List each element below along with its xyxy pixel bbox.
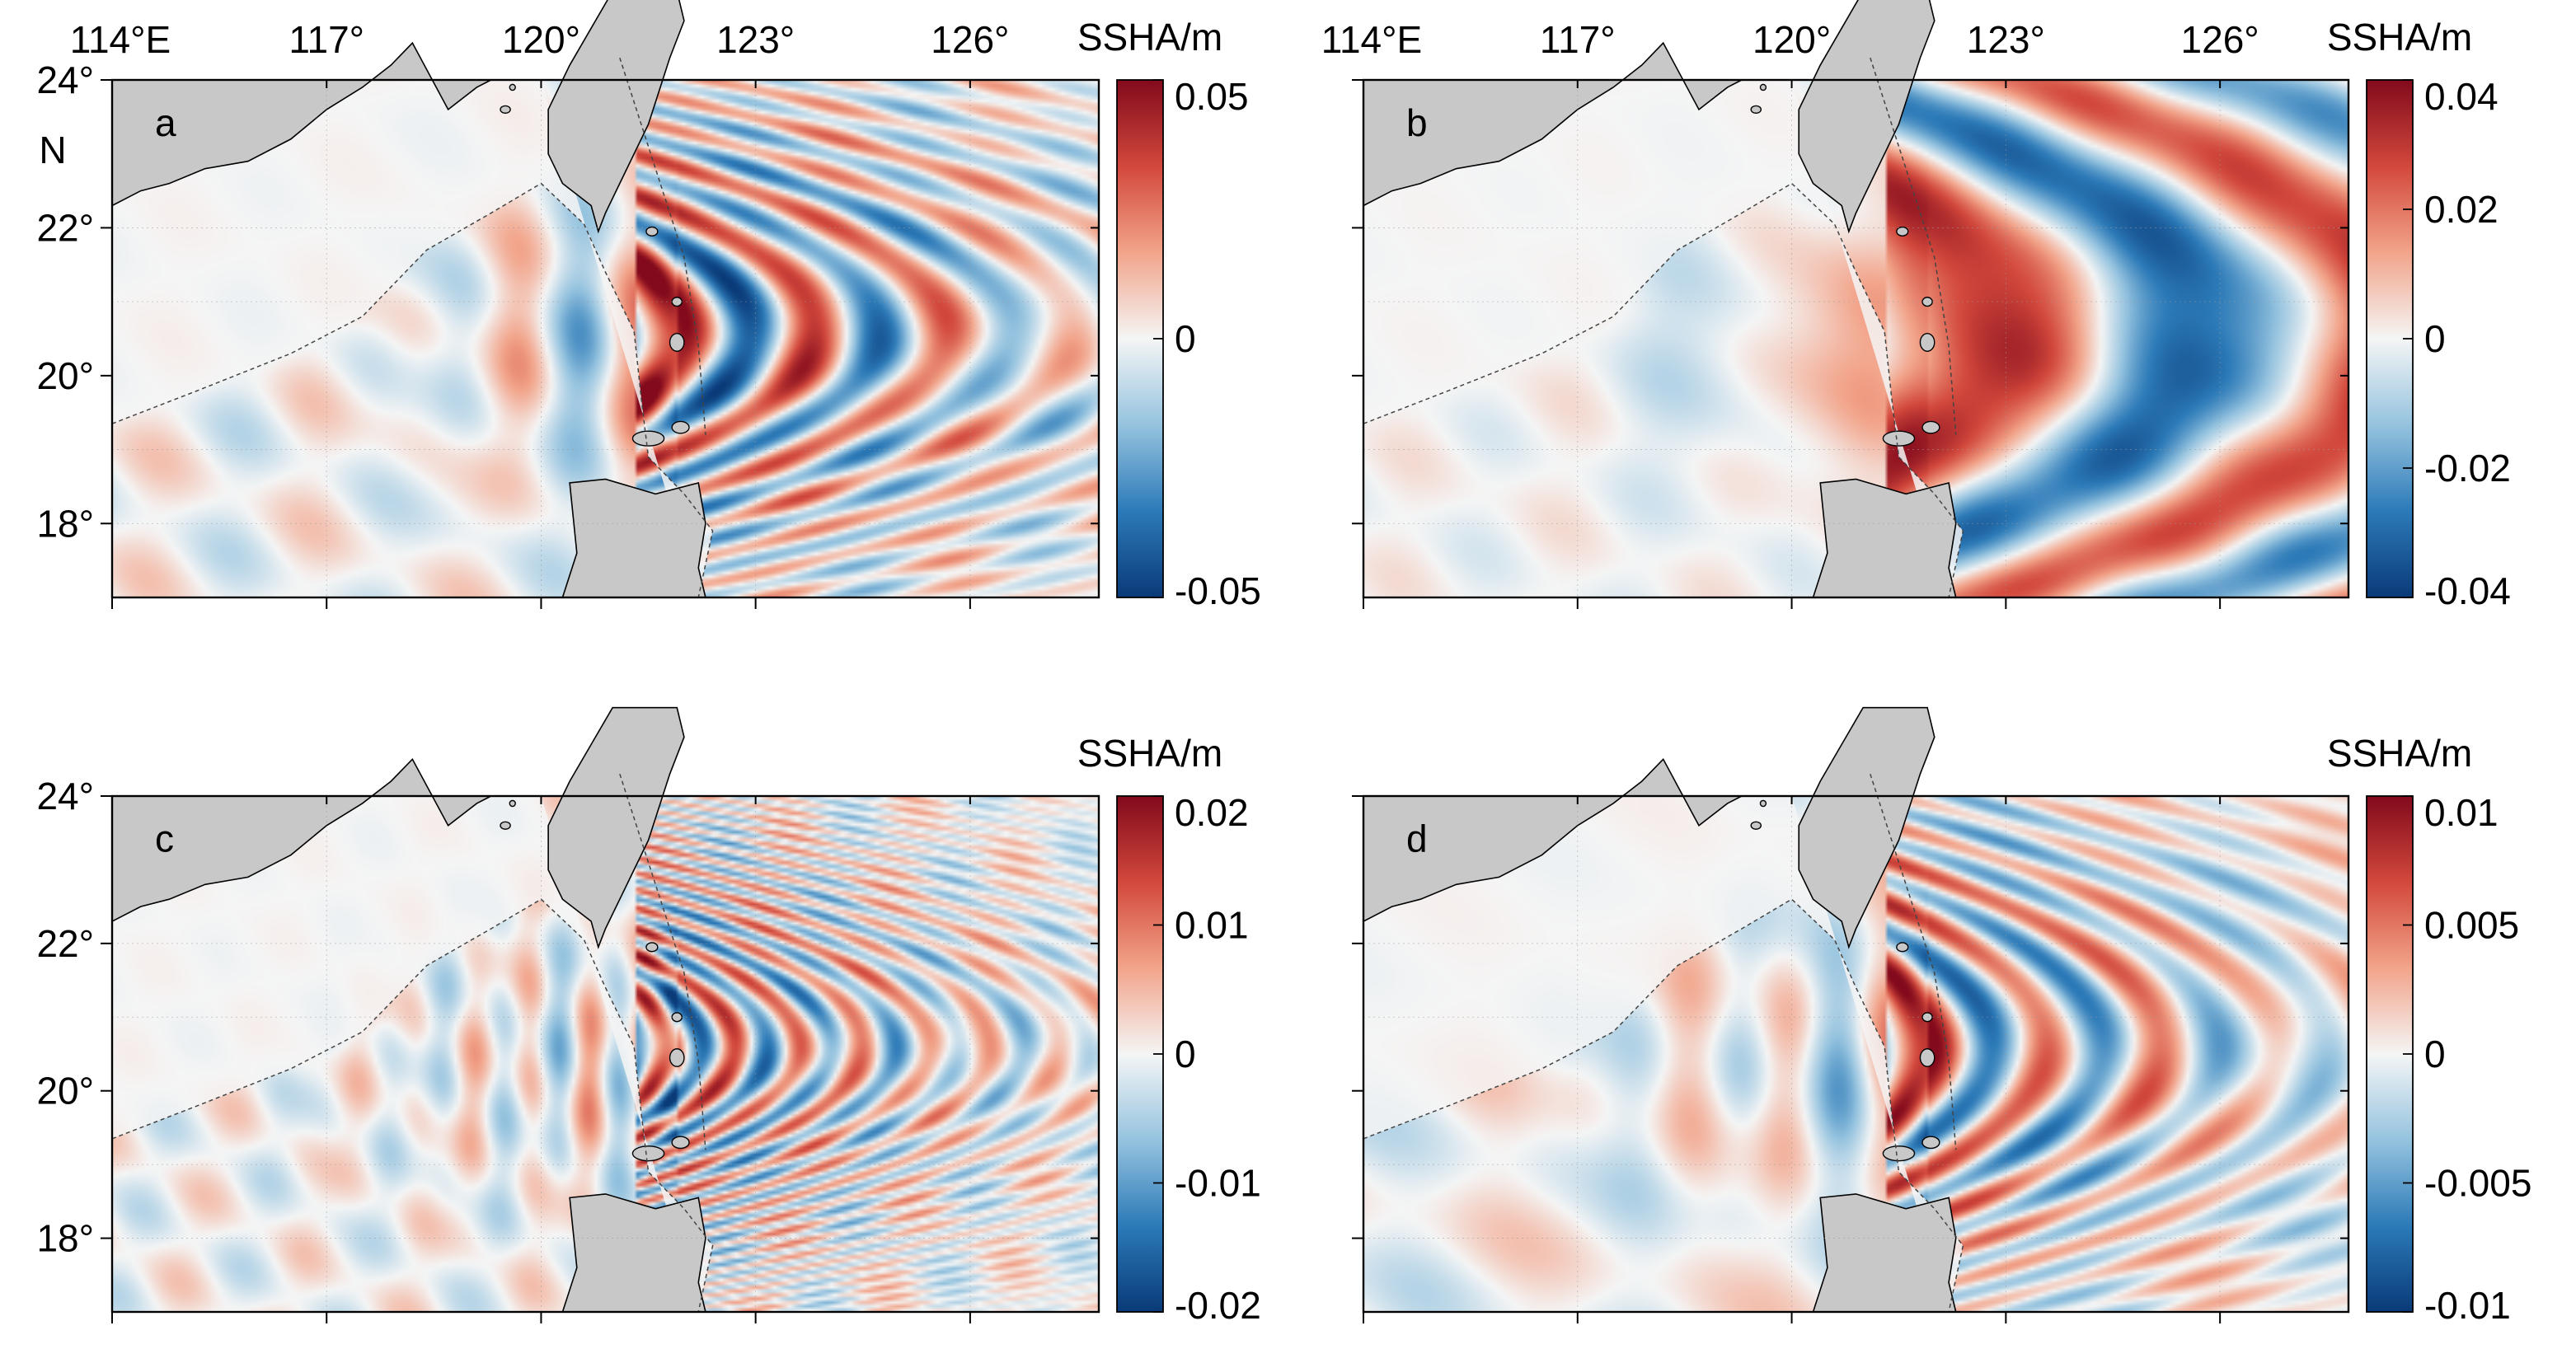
lon-label: 114°E	[70, 18, 171, 61]
colorbar-unit-label: SSHA/m	[1077, 732, 1222, 775]
isobath-contour	[1870, 773, 1957, 1150]
land-luzon	[561, 478, 706, 598]
island-2	[669, 333, 685, 352]
island-2	[1919, 1048, 1936, 1067]
island-0	[631, 1145, 665, 1162]
colorbar-label: 0.02	[1175, 791, 1249, 834]
lon-label: 120°	[1753, 18, 1831, 61]
island-4	[645, 226, 659, 237]
colorbar-label: -0.01	[2424, 1284, 2511, 1327]
colorbar-label: -0.02	[2424, 447, 2511, 489]
colorbar-unit-label: SSHA/m	[2327, 16, 2472, 59]
shelf-calm-sea	[1363, 80, 1964, 597]
lat-label: 20°	[36, 354, 94, 397]
island-2	[669, 1048, 685, 1067]
lat-label: 18°	[36, 1217, 94, 1260]
panel-letter: a	[155, 101, 176, 144]
island-2	[1919, 333, 1936, 352]
map-panel-c: 24° 22° 20° 18° c 0.02 0.01 0 -0.01 -0.02 SSHA/m	[36, 706, 1261, 1327]
land-luzon	[1812, 478, 1957, 598]
island-0	[1882, 1145, 1916, 1162]
island-1	[671, 1136, 690, 1150]
lon-label: 126°	[2181, 18, 2259, 61]
lon-label: 117°	[289, 18, 364, 61]
isobath-contour	[1363, 898, 1964, 1313]
shelf-calm-sea	[112, 796, 713, 1312]
lon-label: 126°	[931, 18, 1009, 61]
colorbar-label: 0.05	[1175, 75, 1249, 118]
colorbar-label: -0.04	[2424, 569, 2511, 612]
land-luzon	[561, 1193, 706, 1313]
isobath-contour	[619, 57, 706, 435]
map-frame	[110, 794, 1100, 1314]
colorbar-label: 0	[1175, 1033, 1196, 1075]
map-frame	[1362, 78, 2350, 599]
colorbar-label: 0.04	[2424, 75, 2499, 118]
land-china-coast	[1363, 41, 1743, 207]
map-panel-d: d 0.01 0.005 0 -0.005 -0.01 SSHA/m	[1352, 706, 2531, 1327]
colorbar-label: -0.02	[1175, 1284, 1261, 1327]
lat-unit-label: N	[39, 129, 66, 171]
island-4	[1896, 226, 1909, 237]
colorbar-label: -0.005	[2424, 1162, 2531, 1205]
land-china-coast	[1363, 757, 1743, 923]
lon-label: 123°	[1967, 18, 2045, 61]
island-4	[1896, 942, 1909, 953]
map-frame	[1362, 794, 2350, 1314]
lon-label: 123°	[716, 18, 795, 61]
lon-label: 114°E	[1321, 18, 1422, 61]
colorbar-label: -0.01	[1175, 1162, 1261, 1205]
island-6	[509, 799, 516, 808]
colorbar-label: 0	[2424, 1033, 2446, 1075]
island-5	[500, 105, 511, 115]
map-panel-a: 114°E 117° 120° 123° 126° 24° 22° 20° 18° Na 0.05 0…	[36, 0, 1261, 612]
island-5	[1750, 821, 1762, 830]
island-0	[631, 430, 665, 447]
isobath-contour	[1363, 182, 1964, 598]
panel-letter: b	[1406, 101, 1428, 144]
colorbar-label: 0	[2424, 317, 2446, 360]
island-1	[671, 420, 690, 434]
isobath-contour	[1870, 57, 1957, 435]
isobath-contour	[111, 182, 714, 598]
island-5	[500, 821, 511, 830]
isobath-contour	[111, 898, 714, 1313]
lat-label: 24°	[36, 775, 94, 817]
lat-label: 20°	[36, 1070, 94, 1112]
island-6	[1759, 799, 1767, 808]
lat-label: 22°	[36, 206, 94, 249]
island-1	[1921, 420, 1940, 434]
colorbar-label: 0	[1175, 317, 1196, 360]
shelf-calm-sea	[1363, 796, 1964, 1312]
land-luzon	[1812, 1193, 1957, 1313]
colorbar-unit-label: SSHA/m	[2327, 732, 2472, 775]
land-china-coast	[111, 757, 492, 923]
colorbar-label: 0.01	[2424, 791, 2499, 834]
island-5	[1750, 105, 1762, 115]
lat-label: 22°	[36, 922, 94, 965]
colorbar-unit-label: SSHA/m	[1077, 16, 1222, 59]
isobath-contour	[619, 773, 706, 1150]
panel-letter: c	[155, 817, 174, 860]
colorbar-label: -0.05	[1175, 569, 1261, 612]
land-china-coast	[111, 41, 492, 207]
island-6	[509, 83, 516, 91]
island-0	[1882, 430, 1916, 447]
colorbar-label: 0.02	[2424, 188, 2499, 231]
lat-label: 18°	[36, 502, 94, 545]
island-6	[1759, 83, 1767, 91]
island-1	[1921, 1136, 1940, 1150]
panel-letter: d	[1406, 817, 1428, 860]
island-4	[645, 942, 659, 953]
lon-label: 117°	[1540, 18, 1616, 61]
map-frame	[110, 78, 1100, 599]
colorbar-label: 0.005	[2424, 904, 2519, 947]
lat-label: 24°	[36, 59, 94, 101]
colorbar-label: 0.01	[1175, 904, 1249, 947]
map-panel-b: 114°E 117° 120° 123° 126° b 0.04 0.02 0 -0.02 -0.0…	[1321, 0, 2511, 612]
lon-label: 120°	[502, 18, 580, 61]
shelf-calm-sea	[112, 80, 713, 597]
